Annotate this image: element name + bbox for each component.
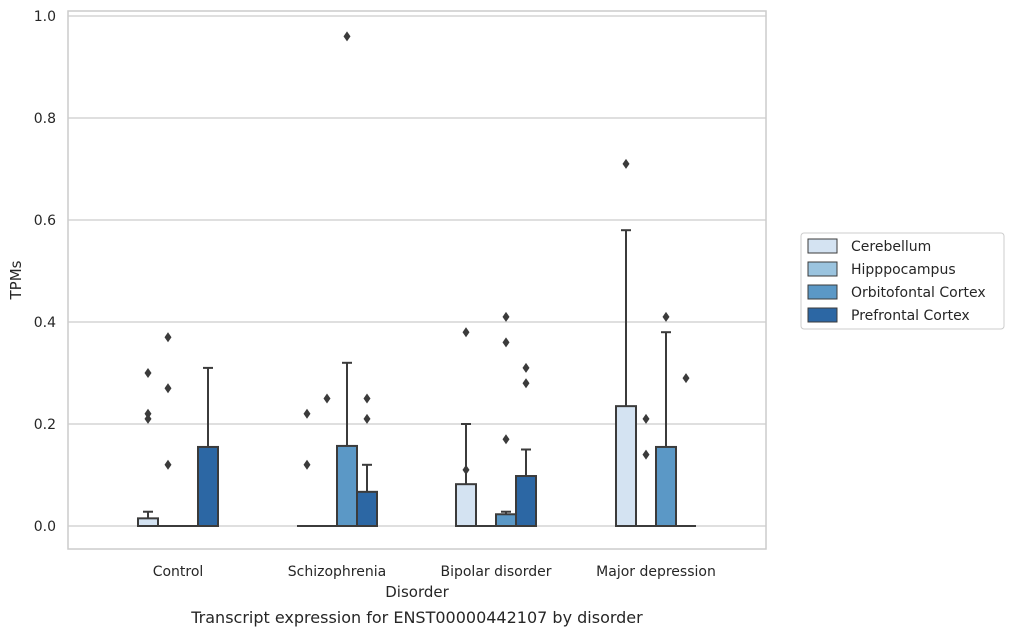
legend-swatch (807, 261, 838, 277)
y-tick-label: 0.4 (34, 315, 56, 331)
outlier-point (363, 393, 371, 404)
box-3-3 (676, 373, 696, 527)
outlier-point (164, 332, 172, 343)
box-body (615, 405, 637, 527)
legend: Cerebellum Hipppocampus Orbitofontal Corte… (800, 232, 1005, 330)
outlier-point (642, 449, 650, 460)
box-body (495, 513, 517, 528)
box-3-0 (197, 366, 219, 528)
outlier-point (522, 378, 530, 389)
y-tick-label: 1.0 (34, 9, 56, 25)
box-3-2 (515, 362, 537, 527)
outlier-point (164, 459, 172, 470)
outlier-point (502, 434, 510, 445)
outlier-point (662, 311, 670, 322)
outlier-point (164, 383, 172, 394)
outlier-point (462, 464, 470, 475)
outlier-point (462, 327, 470, 338)
legend-frame (800, 232, 1005, 330)
x-axis-label: Disorder (385, 583, 449, 601)
y-tick-label: 0.2 (34, 417, 56, 433)
box-body (515, 475, 537, 527)
box-0-3 (615, 158, 637, 527)
y-tick-label: 0.6 (34, 213, 56, 229)
outlier-point (144, 413, 152, 424)
y-tick-label: 0.0 (34, 519, 56, 535)
box-body (655, 445, 677, 528)
box-body (336, 444, 358, 527)
box-0-1 (297, 408, 317, 527)
outlier-point (622, 158, 630, 169)
box-0-2 (455, 327, 477, 527)
legend-label: Prefrontal Cortex (851, 308, 970, 324)
legend-swatch (807, 284, 838, 300)
outlier-point (303, 459, 311, 470)
outlier-point (522, 362, 530, 373)
plot-area (137, 31, 696, 528)
outlier-point (363, 413, 371, 424)
outlier-point (682, 373, 690, 384)
legend-label: Hipppocampus (851, 262, 956, 278)
legend-label: Cerebellum (851, 239, 931, 255)
outlier-point (642, 413, 650, 424)
x-tick-label: Bipolar disorder (440, 564, 551, 580)
box-2-1 (336, 31, 358, 527)
box-body (455, 483, 477, 527)
box-body (356, 490, 378, 527)
outlier-point (343, 31, 351, 42)
x-tick-labels: Control Schizophrenia Bipolar disorder Majo… (153, 564, 716, 580)
x-tick-label: Control (153, 564, 204, 580)
box-1-1 (317, 393, 337, 527)
outlier-point (144, 408, 152, 419)
x-tick-label: Major depression (596, 564, 716, 580)
legend-label: Orbitofontal Cortex (851, 285, 986, 301)
outlier-point (303, 408, 311, 419)
x-tick-label: Schizophrenia (288, 564, 386, 580)
outlier-point (144, 368, 152, 378)
y-tick-label: 0.8 (34, 111, 56, 127)
box-2-2 (495, 311, 517, 528)
box-1-0 (158, 332, 178, 527)
plot-frame (67, 10, 767, 550)
box-body (137, 517, 159, 527)
box-1-3 (636, 413, 656, 527)
y-axis-label: TPMs (7, 260, 25, 300)
outlier-point (323, 393, 331, 404)
y-tick-labels: 0.0 0.2 0.4 0.6 0.8 1.0 (34, 9, 56, 535)
box-3-1 (356, 393, 378, 527)
outlier-point (502, 311, 510, 322)
box-2-3 (655, 311, 677, 528)
outlier-point (502, 337, 510, 348)
box-0-0 (137, 368, 159, 527)
legend-swatch (807, 238, 838, 254)
box-body (197, 445, 219, 528)
chart-caption: Transcript expression for ENST0000044210… (190, 608, 643, 627)
legend-swatch (807, 307, 838, 323)
